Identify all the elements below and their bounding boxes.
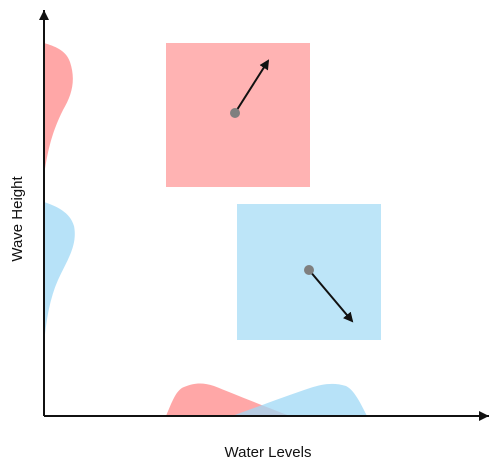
y-axis-label: Wave Height [9,176,26,262]
x-axis-label: Water Levels [225,444,312,461]
red-direction-arrow [234,59,270,114]
blue-centroid-point [304,265,314,275]
red-left-density [44,43,73,176]
blue-left-density [44,202,75,345]
red-centroid-point [230,108,240,118]
blue-bottom-density [232,383,367,416]
blue-direction-arrow [308,269,354,323]
